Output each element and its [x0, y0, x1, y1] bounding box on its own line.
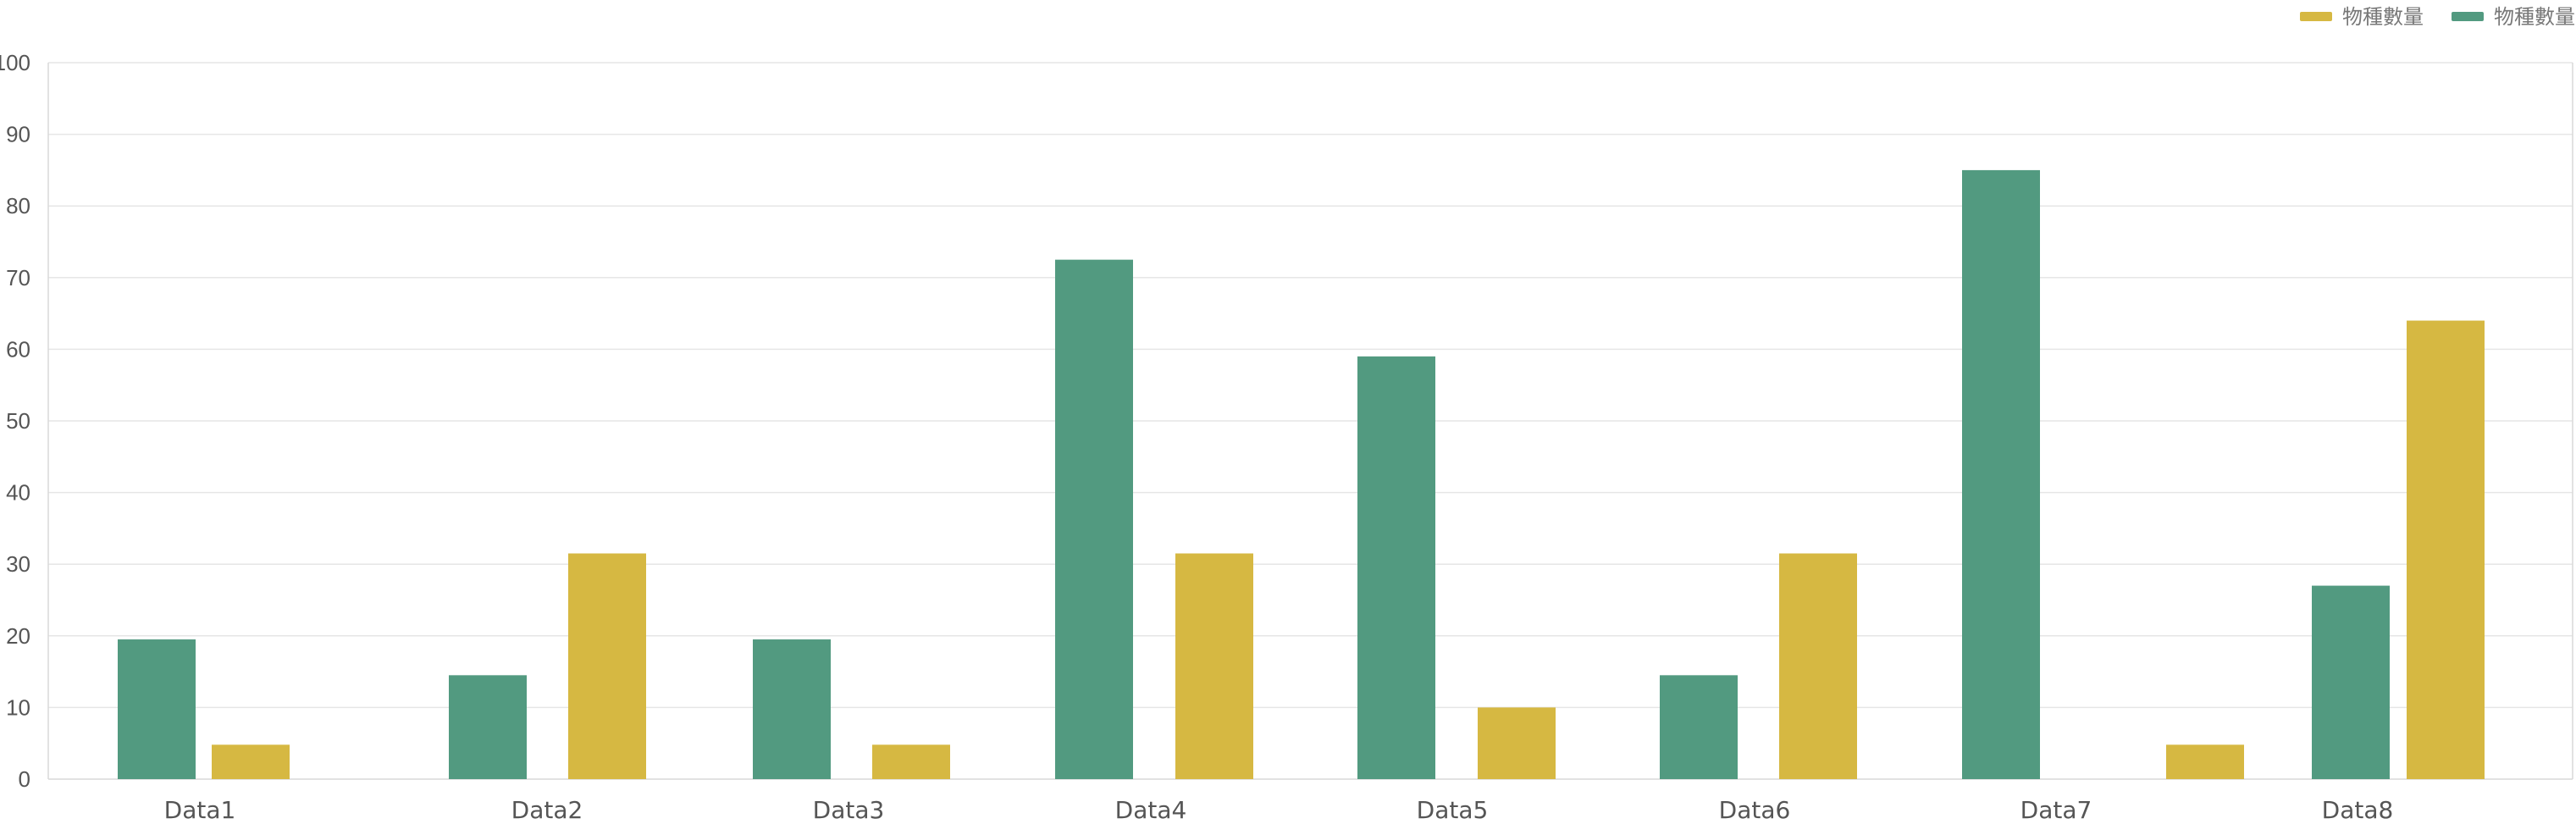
- bar[interactable]: [872, 744, 950, 779]
- legend-label: 物種數量: [2494, 5, 2575, 29]
- y-tick-label: 80: [6, 193, 30, 218]
- bar[interactable]: [1779, 553, 1857, 779]
- x-category-label: Data8: [2322, 796, 2394, 824]
- bar[interactable]: [568, 553, 646, 779]
- gridlines: [48, 62, 2573, 709]
- bars: [118, 169, 2485, 779]
- bar[interactable]: [1175, 553, 1253, 779]
- legend-swatch: [2300, 12, 2332, 21]
- bar[interactable]: [2166, 744, 2244, 779]
- bar[interactable]: [118, 639, 196, 779]
- y-tick-labels: 0 10 20 30 40 50 60 70 80 90 100: [0, 50, 30, 792]
- bar[interactable]: [2407, 320, 2485, 779]
- x-category-label: Data6: [1719, 796, 1791, 824]
- bar[interactable]: [1055, 259, 1133, 779]
- legend-label: 物種數量: [2342, 5, 2424, 29]
- bar[interactable]: [1357, 356, 1435, 779]
- x-category-label: Data1: [164, 796, 236, 824]
- bar[interactable]: [2312, 585, 2390, 779]
- y-tick-label: 60: [6, 336, 30, 362]
- y-tick-label: 50: [6, 408, 30, 434]
- y-tick-label: 40: [6, 480, 30, 506]
- x-category-label: Data2: [511, 796, 583, 824]
- y-tick-label: 90: [6, 122, 30, 147]
- y-tick-label: 100: [0, 50, 30, 75]
- bar[interactable]: [449, 675, 527, 779]
- legend[interactable]: 物種數量 物種數量: [2300, 5, 2575, 29]
- bar[interactable]: [753, 639, 831, 779]
- legend-item[interactable]: 物種數量: [2452, 5, 2575, 29]
- y-tick-label: 70: [6, 265, 30, 290]
- x-category-labels: Data1 Data2 Data3 Data4 Data5 Data6 Data7 Data8: [164, 796, 2394, 824]
- y-tick-label: 0: [19, 766, 30, 792]
- legend-item[interactable]: 物種數量: [2300, 5, 2424, 29]
- y-tick-label: 20: [6, 623, 30, 649]
- y-tick-label: 30: [6, 551, 30, 577]
- x-category-label: Data5: [1417, 796, 1489, 824]
- x-category-label: Data4: [1115, 796, 1187, 824]
- x-category-label: Data7: [2020, 796, 2092, 824]
- bar[interactable]: [1660, 675, 1738, 779]
- x-category-label: Data3: [813, 796, 885, 824]
- bar[interactable]: [1962, 169, 2040, 779]
- y-tick-label: 10: [6, 694, 30, 720]
- legend-swatch: [2452, 12, 2484, 21]
- bar[interactable]: [1478, 707, 1556, 779]
- bar[interactable]: [212, 744, 290, 779]
